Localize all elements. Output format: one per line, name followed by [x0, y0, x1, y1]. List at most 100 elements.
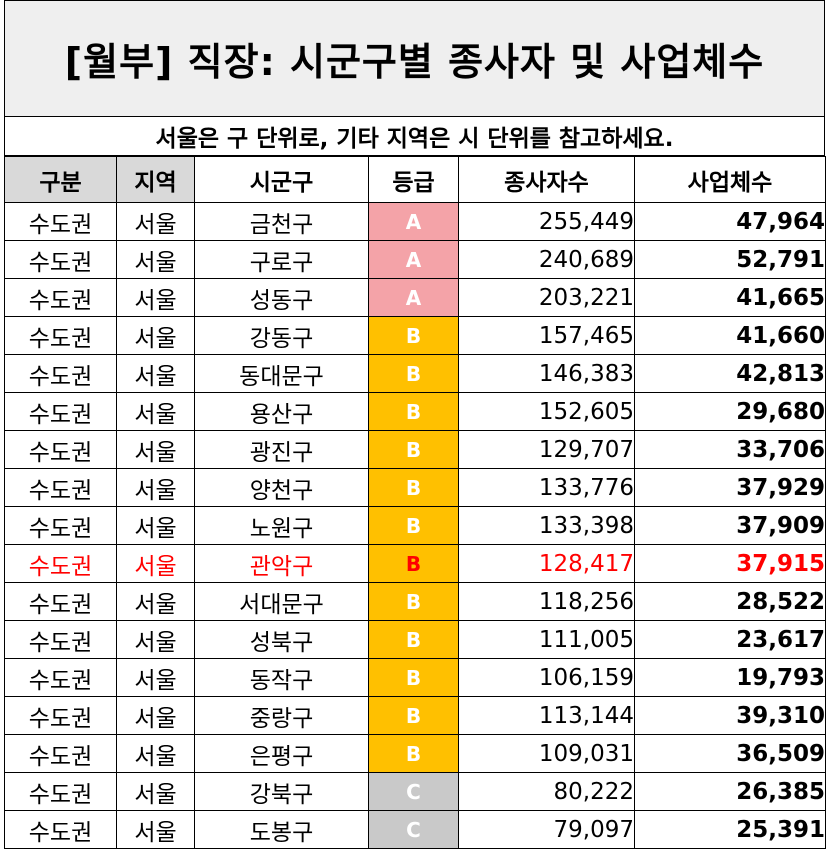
cell-category[interactable]: 수도권: [4, 392, 117, 431]
cell-region[interactable]: 서울: [116, 392, 195, 431]
cell-category[interactable]: 수도권: [4, 544, 117, 583]
cell-region[interactable]: 서울: [116, 354, 195, 393]
cell-region[interactable]: 서울: [116, 240, 195, 279]
header-category[interactable]: 구분: [4, 156, 117, 203]
cell-region[interactable]: 서울: [116, 202, 195, 241]
cell-district[interactable]: 강동구: [194, 316, 369, 355]
cell-category[interactable]: 수도권: [4, 278, 117, 317]
cell-employees[interactable]: 133,776: [458, 468, 635, 507]
cell-category[interactable]: 수도권: [4, 506, 117, 545]
cell-businesses[interactable]: 28,522: [634, 582, 826, 621]
cell-businesses[interactable]: 36,509: [634, 734, 826, 773]
cell-district[interactable]: 성동구: [194, 278, 369, 317]
header-district[interactable]: 시군구: [194, 156, 369, 203]
cell-district[interactable]: 양천구: [194, 468, 369, 507]
cell-businesses[interactable]: 33,706: [634, 430, 826, 469]
cell-businesses[interactable]: 41,660: [634, 316, 826, 355]
cell-employees[interactable]: 111,005: [458, 620, 635, 659]
cell-businesses[interactable]: 41,665: [634, 278, 826, 317]
cell-businesses[interactable]: 19,793: [634, 658, 826, 697]
cell-businesses[interactable]: 23,617: [634, 620, 826, 659]
cell-district[interactable]: 구로구: [194, 240, 369, 279]
cell-category[interactable]: 수도권: [4, 772, 117, 811]
cell-employees[interactable]: 106,159: [458, 658, 635, 697]
cell-grade[interactable]: B: [368, 582, 459, 621]
cell-grade[interactable]: B: [368, 316, 459, 355]
cell-region[interactable]: 서울: [116, 544, 195, 583]
subtitle-cell[interactable]: 서울은 구 단위로, 기타 지역은 시 단위를 참고하세요.: [4, 117, 825, 156]
cell-businesses[interactable]: 25,391: [634, 810, 826, 849]
cell-grade[interactable]: B: [368, 658, 459, 697]
cell-category[interactable]: 수도권: [4, 202, 117, 241]
cell-category[interactable]: 수도권: [4, 696, 117, 735]
cell-category[interactable]: 수도권: [4, 582, 117, 621]
cell-district[interactable]: 동대문구: [194, 354, 369, 393]
cell-district[interactable]: 도봉구: [194, 810, 369, 849]
cell-grade[interactable]: B: [368, 392, 459, 431]
cell-employees[interactable]: 129,707: [458, 430, 635, 469]
cell-district[interactable]: 용산구: [194, 392, 369, 431]
cell-region[interactable]: 서울: [116, 620, 195, 659]
cell-businesses[interactable]: 42,813: [634, 354, 826, 393]
cell-businesses[interactable]: 37,929: [634, 468, 826, 507]
cell-businesses[interactable]: 52,791: [634, 240, 826, 279]
cell-businesses[interactable]: 26,385: [634, 772, 826, 811]
cell-employees[interactable]: 203,221: [458, 278, 635, 317]
cell-employees[interactable]: 128,417: [458, 544, 635, 583]
cell-employees[interactable]: 118,256: [458, 582, 635, 621]
cell-district[interactable]: 관악구: [194, 544, 369, 583]
cell-category[interactable]: 수도권: [4, 734, 117, 773]
cell-region[interactable]: 서울: [116, 734, 195, 773]
cell-businesses[interactable]: 47,964: [634, 202, 826, 241]
cell-category[interactable]: 수도권: [4, 316, 117, 355]
cell-category[interactable]: 수도권: [4, 354, 117, 393]
cell-grade[interactable]: B: [368, 696, 459, 735]
cell-region[interactable]: 서울: [116, 278, 195, 317]
cell-grade[interactable]: A: [368, 240, 459, 279]
cell-employees[interactable]: 152,605: [458, 392, 635, 431]
cell-district[interactable]: 서대문구: [194, 582, 369, 621]
cell-grade[interactable]: B: [368, 354, 459, 393]
cell-category[interactable]: 수도권: [4, 468, 117, 507]
cell-employees[interactable]: 157,465: [458, 316, 635, 355]
cell-region[interactable]: 서울: [116, 696, 195, 735]
header-region[interactable]: 지역: [116, 156, 195, 203]
cell-grade[interactable]: A: [368, 202, 459, 241]
header-employees[interactable]: 종사자수: [458, 156, 635, 203]
cell-region[interactable]: 서울: [116, 468, 195, 507]
cell-category[interactable]: 수도권: [4, 810, 117, 849]
cell-grade[interactable]: C: [368, 772, 459, 811]
cell-district[interactable]: 강북구: [194, 772, 369, 811]
cell-district[interactable]: 은평구: [194, 734, 369, 773]
cell-grade[interactable]: B: [368, 430, 459, 469]
cell-district[interactable]: 노원구: [194, 506, 369, 545]
cell-region[interactable]: 서울: [116, 316, 195, 355]
cell-category[interactable]: 수도권: [4, 658, 117, 697]
cell-category[interactable]: 수도권: [4, 240, 117, 279]
title-cell[interactable]: [월부] 직장: 시군구별 종사자 및 사업체수: [4, 0, 825, 117]
cell-district[interactable]: 중랑구: [194, 696, 369, 735]
cell-employees[interactable]: 109,031: [458, 734, 635, 773]
header-grade[interactable]: 등급: [368, 156, 459, 203]
cell-grade[interactable]: A: [368, 278, 459, 317]
cell-category[interactable]: 수도권: [4, 430, 117, 469]
cell-businesses[interactable]: 37,915: [634, 544, 826, 583]
cell-employees[interactable]: 255,449: [458, 202, 635, 241]
cell-district[interactable]: 광진구: [194, 430, 369, 469]
cell-grade[interactable]: B: [368, 468, 459, 507]
cell-businesses[interactable]: 39,310: [634, 696, 826, 735]
cell-grade[interactable]: C: [368, 810, 459, 849]
cell-district[interactable]: 성북구: [194, 620, 369, 659]
header-businesses[interactable]: 사업체수: [634, 156, 826, 203]
cell-employees[interactable]: 133,398: [458, 506, 635, 545]
cell-category[interactable]: 수도권: [4, 620, 117, 659]
cell-region[interactable]: 서울: [116, 810, 195, 849]
cell-grade[interactable]: B: [368, 506, 459, 545]
cell-grade[interactable]: B: [368, 620, 459, 659]
cell-region[interactable]: 서울: [116, 772, 195, 811]
cell-region[interactable]: 서울: [116, 658, 195, 697]
cell-region[interactable]: 서울: [116, 582, 195, 621]
cell-grade[interactable]: B: [368, 734, 459, 773]
cell-grade[interactable]: B: [368, 544, 459, 583]
cell-district[interactable]: 금천구: [194, 202, 369, 241]
